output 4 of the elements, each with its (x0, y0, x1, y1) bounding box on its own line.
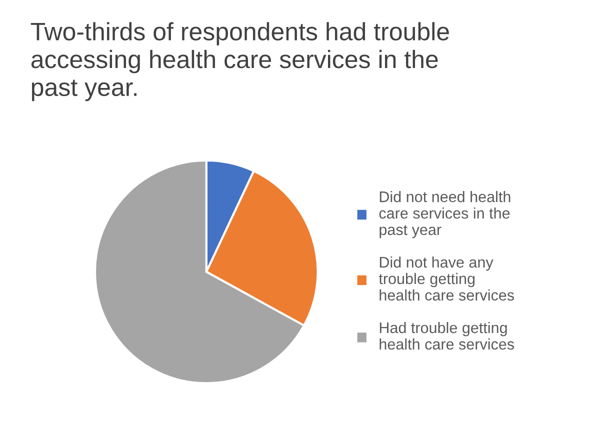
legend-label: Did not need health care services in the past year (379, 190, 510, 238)
chart-title: Two-thirds of respondents had trouble accessing health care services in the past year. (30, 22, 449, 102)
legend-label: Did not have any trouble getting health care services (378, 256, 514, 301)
legend-label: Had trouble getting health care services (380, 322, 514, 350)
